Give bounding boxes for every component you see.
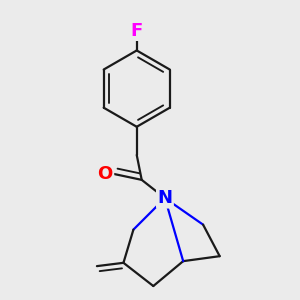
- Text: N: N: [158, 189, 172, 207]
- Text: O: O: [98, 165, 113, 183]
- Text: F: F: [130, 22, 143, 40]
